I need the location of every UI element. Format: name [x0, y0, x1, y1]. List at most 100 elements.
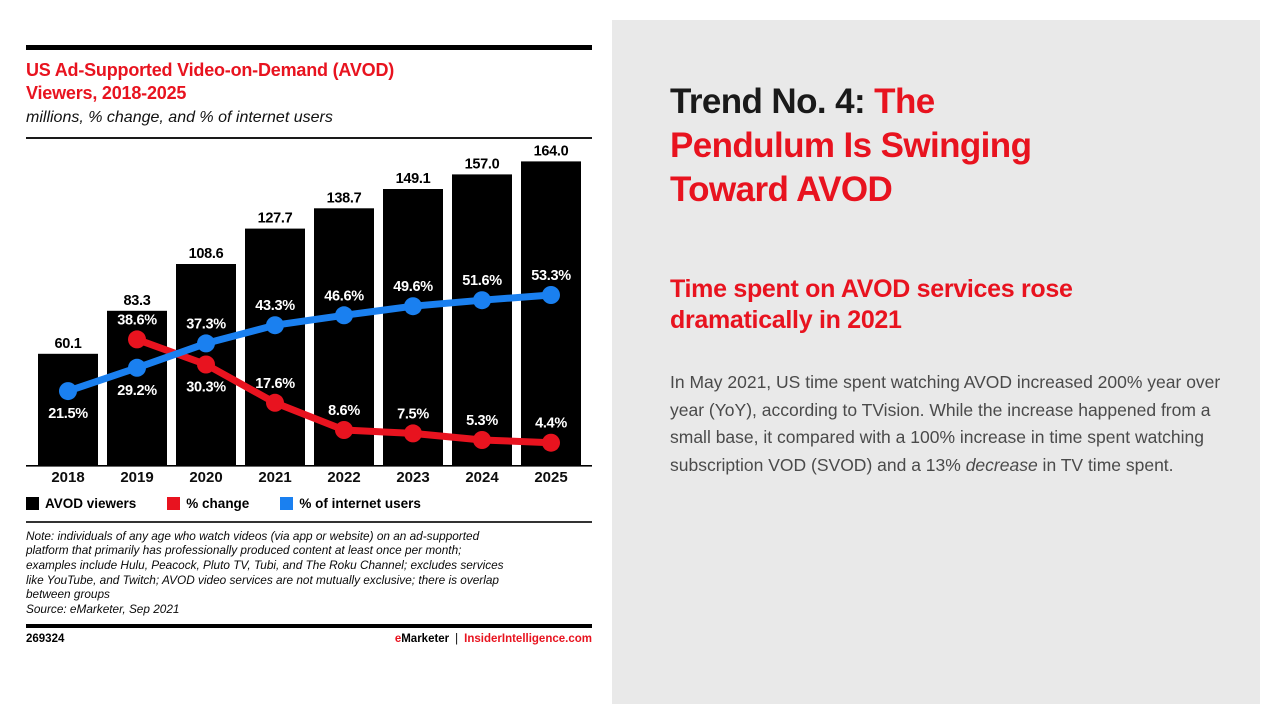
avod-bar-line-chart: 60.1 2018 83.3 2019 108.6 2020 127.7 2021 138.7 2…: [26, 145, 592, 486]
bar-value-label: 108.6: [189, 246, 224, 262]
black-square-swatch-icon: [26, 497, 39, 510]
body-text-italic: decrease: [965, 454, 1038, 475]
note-line: like YouTube, and Twitch; AVOD video ser…: [26, 572, 499, 587]
blue-square-swatch-icon: [280, 497, 294, 510]
data-point-icon: [266, 316, 284, 335]
pct-value-label: 29.2%: [117, 383, 157, 399]
red-square-swatch-icon: [167, 497, 181, 510]
legend-label: % of internet users: [299, 496, 421, 511]
chart-footer: 269324 eMarketer | InsiderIntelligence.com: [26, 633, 592, 645]
data-point-icon: [266, 393, 284, 412]
bar-value-label: 157.0: [465, 156, 500, 172]
legend-item-pct-change: % change: [167, 496, 249, 511]
bar-value-label: 138.7: [327, 190, 362, 206]
chart-bottom-rule: [26, 623, 592, 628]
bar-2021: [245, 228, 305, 465]
data-point-icon: [404, 297, 422, 316]
data-point-icon: [128, 330, 146, 349]
bar-value-label: 164.0: [534, 145, 569, 159]
x-axis-label: 2024: [465, 469, 499, 486]
x-axis-label: 2018: [51, 469, 84, 486]
pct-value-label: 5.3%: [466, 413, 498, 429]
note-line: platform that primarily has professional…: [26, 543, 462, 558]
brand-emarketer-e: e: [394, 632, 402, 645]
brand-emarketer-rest: Marketer: [401, 632, 450, 645]
pct-value-label: 7.5%: [397, 406, 429, 422]
brand-separator: |: [455, 632, 459, 645]
chart-title-divider: [26, 137, 592, 139]
data-point-icon: [197, 334, 215, 353]
slide-subtitle: Time spent on AVOD services rose dramati…: [670, 274, 1220, 336]
chart-legend: AVOD viewers % change % of internet user…: [26, 496, 592, 511]
chart-note: Note: individuals of any age who watch v…: [26, 529, 592, 617]
pct-value-label: 49.6%: [393, 279, 433, 295]
slide-body-paragraph: In May 2021, US time spent watching AVOD…: [670, 369, 1222, 479]
data-point-icon: [197, 355, 215, 374]
pct-value-label: 21.5%: [48, 406, 88, 422]
pct-value-label: 43.3%: [255, 298, 295, 314]
x-axis-label: 2020: [189, 469, 222, 486]
body-text: in TV time spent.: [1037, 454, 1174, 475]
pct-value-label: 37.3%: [186, 316, 226, 332]
brand-site-url: InsiderIntelligence.com: [464, 632, 592, 645]
data-point-icon: [128, 358, 146, 377]
data-point-icon: [473, 291, 491, 310]
data-point-icon: [59, 382, 77, 401]
pct-value-label: 4.4%: [535, 416, 567, 432]
right-panel: Trend No. 4: The Pendulum Is Swinging To…: [612, 20, 1260, 704]
pct-value-label: 53.3%: [531, 268, 571, 284]
slide-subtitle-line: Time spent on AVOD services rose: [670, 275, 1073, 303]
right-panel-content: Trend No. 4: The Pendulum Is Swinging To…: [612, 20, 1260, 479]
bar-2018: [38, 353, 98, 465]
slide-subtitle-line: dramatically in 2021: [670, 306, 902, 334]
pct-value-label: 51.6%: [462, 273, 502, 289]
slide-title: Trend No. 4: The Pendulum Is Swinging To…: [670, 80, 1220, 212]
legend-note-divider: [26, 521, 592, 523]
pct-value-label: 46.6%: [324, 288, 364, 304]
slide-title-line: Toward AVOD: [670, 170, 893, 209]
chart-card: US Ad-Supported Video-on-Demand (AVOD) V…: [26, 45, 592, 645]
x-axis-label: 2023: [396, 469, 429, 486]
x-axis-line: [26, 465, 592, 467]
brand-lockup: eMarketer | InsiderIntelligence.com: [395, 633, 592, 645]
bar-value-label: 127.7: [258, 211, 293, 227]
chart-subtitle: millions, % change, and % of internet us…: [26, 109, 333, 126]
bar-value-label: 60.1: [54, 336, 81, 352]
data-point-icon: [542, 433, 560, 452]
pct-value-label: 8.6%: [328, 403, 360, 419]
data-point-icon: [542, 286, 560, 304]
note-line: between groups: [26, 587, 110, 602]
chart-top-rule: [26, 45, 592, 50]
source-line: Source: eMarketer, Sep 2021: [26, 602, 180, 617]
bar-2023: [383, 189, 443, 465]
bar-2024: [452, 174, 512, 465]
pct-value-label: 30.3%: [186, 380, 226, 396]
slide-title-line: Pendulum Is Swinging: [670, 126, 1032, 165]
legend-label: % change: [186, 496, 250, 511]
pct-value-label: 38.6%: [117, 312, 157, 328]
x-axis-label: 2019: [120, 469, 153, 486]
data-point-icon: [473, 431, 491, 449]
slide-title-line: Trend No. 4: The: [670, 80, 1220, 124]
legend-label: AVOD viewers: [45, 496, 137, 511]
chart-title: US Ad-Supported Video-on-Demand (AVOD) V…: [26, 60, 395, 103]
data-point-icon: [335, 421, 353, 439]
chart-id: 269324: [26, 632, 65, 645]
slide-title-red-part: The: [874, 82, 935, 121]
body-text: In May 2021, US time spent watching AVOD…: [670, 372, 1221, 475]
x-axis-label: 2021: [258, 469, 291, 486]
line--of-internet-users: [66, 291, 552, 395]
note-line: Note: individuals of any age who watch v…: [26, 528, 480, 543]
bar-value-label: 83.3: [123, 293, 150, 309]
legend-item-pct-internet-users: % of internet users: [280, 496, 421, 511]
bar-2025: [521, 161, 581, 465]
bar-value-label: 149.1: [396, 171, 431, 187]
legend-item-avod-viewers: AVOD viewers: [26, 496, 136, 511]
slide-title-black-part: Trend No. 4:: [670, 82, 875, 121]
note-line: examples include Hulu, Peacock, Pluto TV…: [26, 557, 504, 572]
x-axis-label: 2025: [534, 469, 567, 486]
data-point-icon: [404, 424, 422, 443]
x-axis-label: 2022: [327, 469, 360, 486]
pct-value-label: 17.6%: [255, 376, 295, 392]
data-point-icon: [335, 306, 353, 325]
